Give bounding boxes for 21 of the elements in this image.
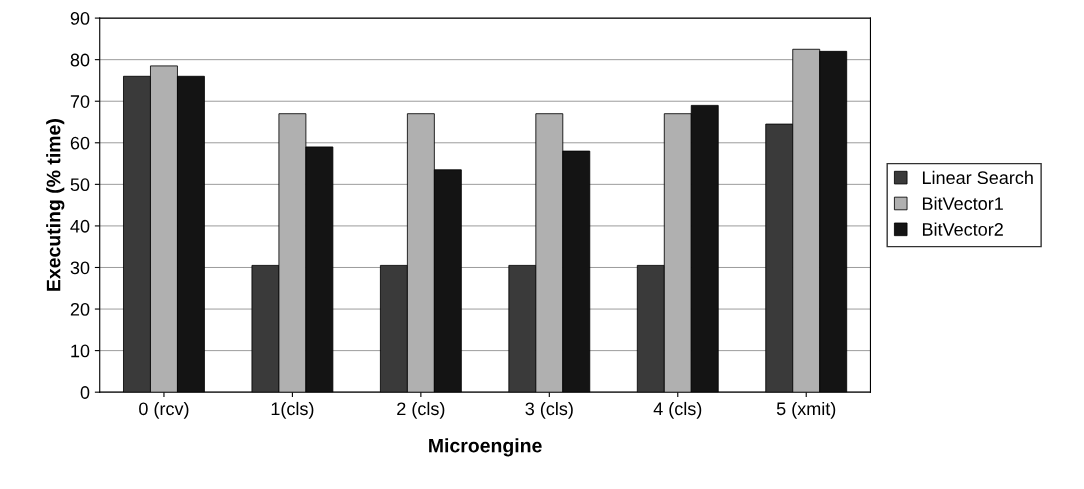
y-tick-label: 50 bbox=[70, 178, 90, 192]
x-tick-label: 2 (cls) bbox=[397, 401, 445, 419]
x-axis-title: Microengine bbox=[429, 438, 542, 457]
x-tick-label: 5 (xmit) bbox=[776, 401, 836, 419]
y-axis-title: Executing (% time) bbox=[46, 119, 65, 291]
y-tick-label: 40 bbox=[70, 219, 90, 233]
y-tick-label: 0 bbox=[80, 386, 90, 399]
y-tick-label: 70 bbox=[70, 95, 90, 108]
y-tick-label: 80 bbox=[70, 53, 90, 67]
legend-label: BitVector2 bbox=[922, 222, 1003, 236]
x-tick-label: 1(cls) bbox=[271, 401, 314, 419]
x-tick-label: 3 (cls) bbox=[525, 401, 573, 419]
legend-label: Linear Search bbox=[922, 170, 1033, 185]
y-tick-label: 30 bbox=[70, 261, 90, 275]
y-tick-label: 60 bbox=[70, 136, 90, 150]
y-tick-label: 10 bbox=[71, 344, 90, 358]
x-tick-label: 0 (rcv) bbox=[139, 401, 189, 419]
x-tick-label: 4 (cls) bbox=[653, 401, 702, 419]
legend-label: BitVector1 bbox=[922, 196, 1003, 210]
y-tick-label: 20 bbox=[70, 302, 90, 316]
y-tick-label: 90 bbox=[70, 12, 90, 25]
